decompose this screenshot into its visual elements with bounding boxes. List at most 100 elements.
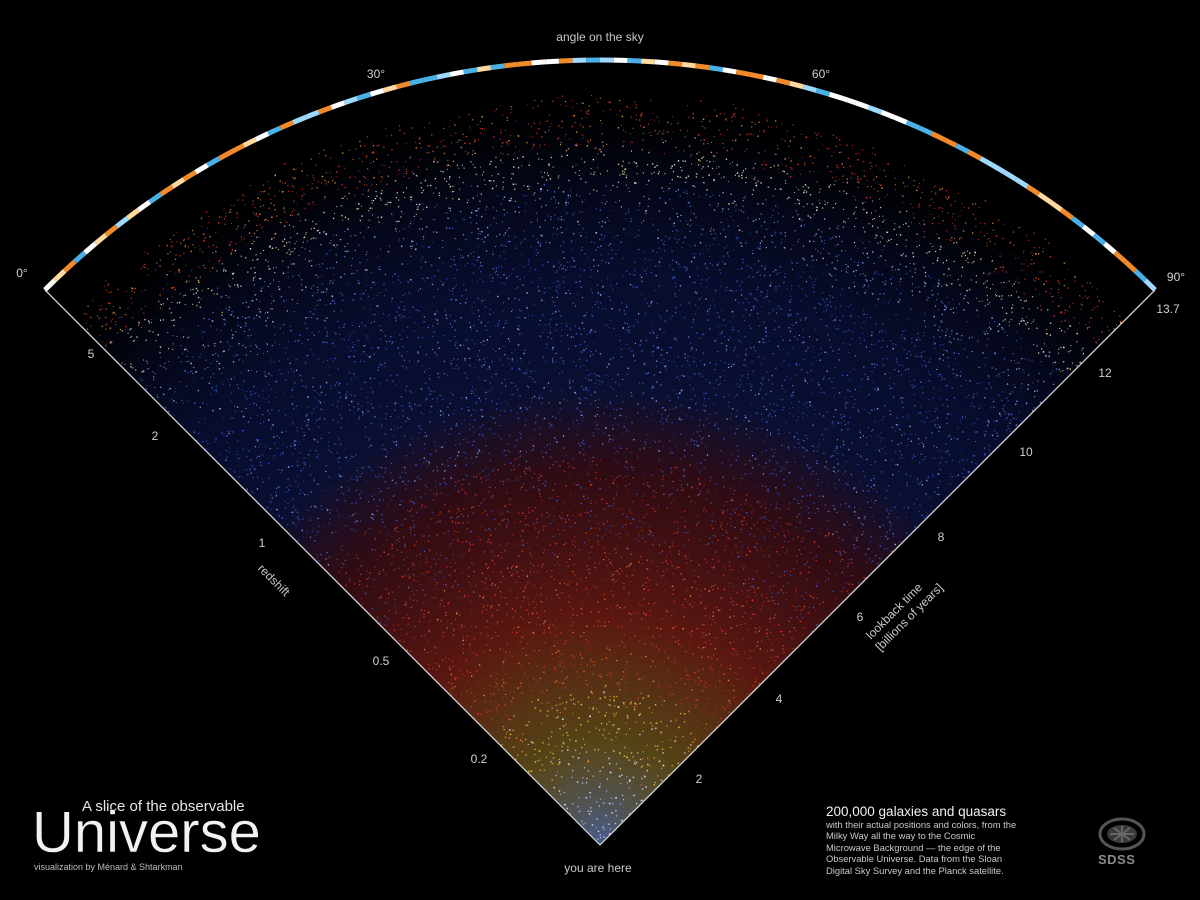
galaxy-point	[487, 475, 489, 477]
galaxy-point	[412, 240, 414, 243]
galaxy-point	[640, 784, 642, 786]
galaxy-point	[186, 280, 188, 283]
galaxy-point	[89, 316, 91, 318]
galaxy-point	[834, 508, 836, 510]
galaxy-point	[679, 290, 681, 291]
galaxy-point	[628, 329, 630, 332]
galaxy-point	[130, 297, 132, 299]
galaxy-point	[750, 347, 752, 349]
galaxy-point	[663, 153, 665, 155]
galaxy-point	[657, 411, 659, 413]
galaxy-point	[585, 576, 587, 579]
galaxy-point	[260, 485, 262, 487]
galaxy-point	[728, 561, 730, 563]
galaxy-point	[673, 627, 675, 629]
galaxy-point	[747, 139, 749, 141]
galaxy-point	[675, 377, 677, 379]
galaxy-point	[409, 316, 411, 318]
galaxy-point	[590, 500, 592, 502]
galaxy-point	[351, 528, 353, 530]
galaxy-point	[680, 712, 682, 715]
galaxy-point	[902, 195, 904, 198]
galaxy-point	[292, 251, 294, 252]
galaxy-point	[765, 450, 767, 451]
galaxy-point	[788, 327, 790, 329]
galaxy-point	[387, 618, 390, 620]
galaxy-point	[234, 249, 237, 252]
galaxy-point	[1073, 317, 1075, 319]
galaxy-point	[105, 317, 107, 318]
galaxy-point	[750, 403, 752, 405]
galaxy-point	[205, 359, 207, 361]
galaxy-point	[740, 667, 742, 669]
galaxy-point	[558, 266, 560, 268]
galaxy-point	[495, 373, 497, 375]
galaxy-point	[740, 503, 742, 505]
galaxy-point	[196, 439, 198, 442]
galaxy-point	[497, 398, 499, 400]
galaxy-point	[97, 315, 99, 317]
galaxy-point	[187, 246, 189, 248]
galaxy-point	[292, 185, 294, 187]
galaxy-point	[506, 212, 508, 214]
galaxy-point	[931, 294, 934, 296]
galaxy-point	[468, 595, 470, 597]
galaxy-point	[274, 195, 276, 197]
galaxy-point	[823, 439, 825, 440]
galaxy-point	[605, 815, 607, 817]
galaxy-point	[262, 352, 264, 354]
galaxy-point	[552, 312, 554, 314]
galaxy-point	[710, 524, 712, 526]
galaxy-point	[761, 164, 763, 166]
galaxy-point	[489, 335, 491, 337]
galaxy-point	[271, 303, 272, 305]
galaxy-point	[804, 448, 806, 450]
galaxy-point	[746, 134, 748, 136]
galaxy-point	[510, 567, 512, 569]
galaxy-point	[563, 280, 565, 282]
galaxy-point	[664, 140, 667, 142]
galaxy-point	[645, 577, 647, 579]
galaxy-point	[269, 283, 272, 285]
galaxy-point	[762, 338, 764, 340]
galaxy-point	[481, 174, 483, 176]
galaxy-point	[414, 403, 416, 406]
galaxy-point	[680, 646, 682, 648]
galaxy-point	[357, 568, 359, 570]
galaxy-point	[258, 348, 261, 350]
galaxy-point	[605, 508, 607, 510]
galaxy-point	[561, 687, 562, 689]
galaxy-point	[687, 223, 689, 225]
galaxy-point	[500, 244, 503, 246]
galaxy-point	[418, 474, 420, 476]
galaxy-point	[514, 543, 516, 545]
galaxy-point	[790, 523, 792, 525]
galaxy-point	[571, 248, 573, 250]
galaxy-point	[594, 421, 596, 423]
galaxy-point	[489, 163, 491, 165]
galaxy-point	[402, 365, 404, 368]
galaxy-point	[646, 415, 648, 418]
galaxy-point	[729, 569, 731, 571]
galaxy-point	[818, 384, 820, 386]
galaxy-point	[369, 377, 372, 379]
galaxy-point	[552, 506, 554, 508]
galaxy-point	[376, 305, 378, 307]
galaxy-point	[747, 133, 749, 135]
galaxy-point	[369, 300, 371, 302]
galaxy-point	[528, 603, 530, 605]
galaxy-point	[520, 605, 522, 608]
galaxy-point	[832, 421, 834, 423]
galaxy-point	[991, 256, 992, 257]
galaxy-point	[408, 292, 410, 294]
galaxy-point	[978, 407, 980, 409]
galaxy-point	[835, 550, 838, 552]
galaxy-point	[959, 461, 961, 463]
galaxy-point	[609, 319, 611, 321]
galaxy-point	[463, 597, 465, 599]
galaxy-point	[542, 563, 544, 565]
galaxy-point	[989, 240, 991, 242]
galaxy-point	[758, 325, 760, 327]
galaxy-point	[658, 285, 661, 287]
galaxy-point	[464, 142, 466, 144]
